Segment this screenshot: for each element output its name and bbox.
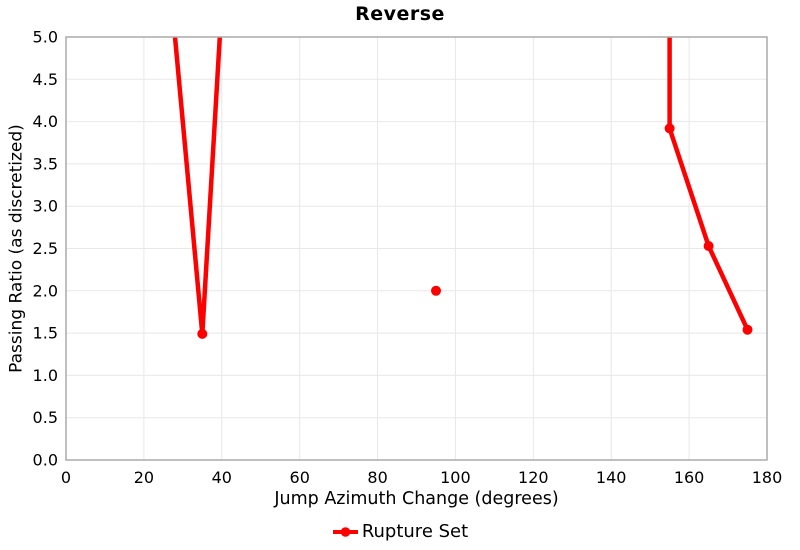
y-tick-label: 4.5: [33, 70, 58, 89]
y-tick-label: 1.0: [33, 366, 58, 385]
y-tick-labels: 0.0 0.5 1.0 1.5 2.0 2.5 3.0 3.5 4.0 4.5 5.0: [33, 28, 58, 470]
plot-border: [65, 36, 768, 461]
x-tick-label: 120: [518, 468, 549, 487]
series-line: [667, 37, 750, 331]
y-axis-label: Passing Ratio (as discretized): [6, 124, 27, 373]
chart-title: Reverse: [355, 3, 445, 25]
x-tick-label: 80: [367, 468, 387, 487]
y-tick-label: 2.5: [33, 239, 58, 258]
x-tick-label: 0: [61, 468, 71, 487]
x-tick-label: 60: [290, 468, 310, 487]
x-tick-label: 140: [596, 468, 627, 487]
legend: Rupture Set: [0, 521, 800, 542]
y-tick-label: 3.5: [33, 154, 58, 173]
x-tick-label: 100: [440, 468, 471, 487]
x-tick-label: 40: [212, 468, 232, 487]
legend-line-marker-icon: [332, 526, 358, 537]
legend-marker-dot: [340, 526, 351, 537]
y-tick-label: 0.5: [33, 408, 58, 427]
y-tick-label: 2.0: [33, 281, 58, 300]
data-point: [664, 123, 675, 134]
y-tick-label: 5.0: [33, 28, 58, 47]
x-axis-label: Jump Azimuth Change (degrees): [274, 489, 559, 509]
legend-label: Rupture Set: [361, 521, 469, 542]
gridlines: [66, 37, 767, 460]
data-point: [742, 324, 753, 335]
x-tick-labels: 0 20 40 60 80 100 120 140 160 180: [61, 468, 782, 487]
x-tick-label: 160: [674, 468, 705, 487]
y-tick-label: 1.5: [33, 324, 58, 343]
y-tick-label: 3.0: [33, 197, 58, 216]
y-tick-label: 4.0: [33, 112, 58, 131]
series-line: [172, 37, 223, 337]
x-tick-label: 180: [752, 468, 783, 487]
data-point: [431, 285, 441, 296]
data-point: [197, 328, 208, 339]
series-rupture-set: [172, 37, 753, 339]
y-tick-label: 0.0: [33, 451, 58, 470]
x-tick-label: 20: [134, 468, 154, 487]
data-point: [703, 241, 714, 251]
